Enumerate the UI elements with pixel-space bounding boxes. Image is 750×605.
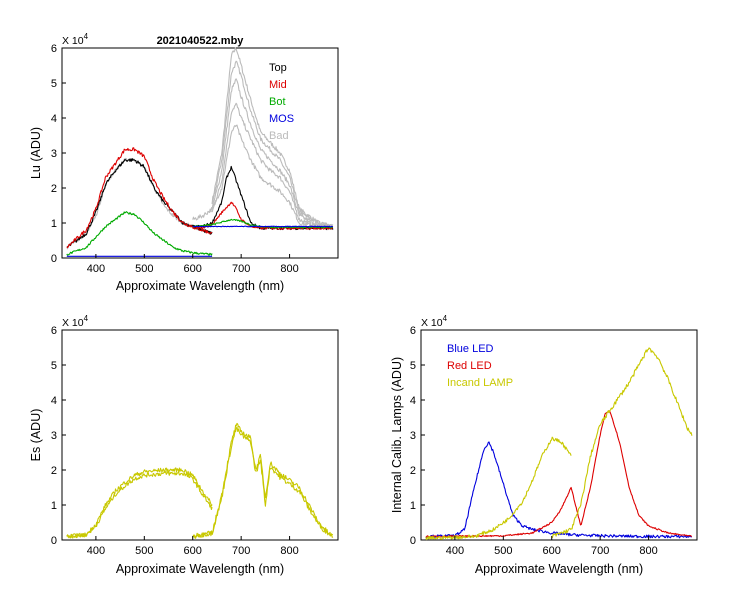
- series-line-bot: [66, 211, 213, 256]
- y-tick-label: 0: [51, 535, 57, 547]
- y-tick-label: 0: [410, 535, 416, 547]
- y-tick-label: 0: [51, 253, 57, 265]
- legend: Blue LED Red LED Incand LAMP: [447, 343, 513, 389]
- x-axis-label: Approximate Wavelength (nm): [475, 562, 643, 576]
- x-tick-label: 600: [184, 545, 202, 557]
- series-line-incand-lamp: [425, 436, 572, 541]
- y-multiplier-exponent: 4: [443, 314, 448, 323]
- series-group: [425, 347, 693, 541]
- x-axis-label: Approximate Wavelength (nm): [116, 279, 284, 293]
- x-tick-label: 600: [543, 545, 561, 557]
- chart-es: X 104 Approximate Wavelength (nm) Es (AD…: [29, 314, 339, 576]
- series-line-bad-1: [211, 47, 334, 228]
- x-tick-label: 800: [280, 545, 298, 557]
- y-tick-label: 5: [410, 360, 416, 372]
- y-tick-label: 3: [410, 430, 416, 442]
- series-line-mos-red-: [192, 225, 333, 228]
- legend-label-mid: Mid: [269, 79, 287, 91]
- legend-label-mos: MOS: [269, 113, 294, 125]
- legend-label-bad: Bad: [269, 130, 289, 142]
- y-tick-label: 4: [410, 395, 416, 407]
- legend-label-top: Top: [269, 62, 287, 74]
- series-line-es-b: [66, 467, 213, 539]
- series-line-es-d: [192, 426, 334, 539]
- plot-area: [61, 47, 339, 259]
- y-multiplier: X 104: [62, 32, 89, 47]
- y-tick-label: 5: [51, 78, 57, 90]
- y-multiplier-exponent: 4: [84, 32, 89, 41]
- y-multiplier-exponent: 4: [84, 314, 89, 323]
- x-tick-label: 400: [446, 545, 464, 557]
- legend: Top Mid Bot MOS Bad: [269, 62, 294, 142]
- series-line-bad-4: [211, 102, 334, 230]
- x-tick-label: 700: [232, 263, 250, 275]
- tick-group: 400 500 600 700 800 0 1 2 3 4 5 6: [51, 325, 299, 557]
- x-tick-label: 400: [87, 263, 105, 275]
- y-tick-label: 2: [51, 183, 57, 195]
- series-line-bad-5: [192, 124, 334, 231]
- y-tick-label: 6: [51, 325, 57, 337]
- tick-group: 400 500 600 700 800 0 1 2 3 4 5 6: [410, 325, 658, 557]
- y-tick-label: 4: [51, 113, 57, 125]
- series-line-mid-red-: [192, 201, 334, 230]
- y-axis-label: Lu (ADU): [29, 127, 43, 179]
- series-line-mid: [66, 147, 213, 249]
- x-tick-label: 500: [494, 545, 512, 557]
- y-tick-label: 5: [51, 360, 57, 372]
- series-line-incand-lamp-red-: [551, 347, 693, 538]
- x-tick-label: 700: [591, 545, 609, 557]
- y-tick-label: 4: [51, 395, 57, 407]
- y-tick-label: 2: [410, 465, 416, 477]
- x-tick-label: 400: [87, 545, 105, 557]
- y-tick-label: 3: [51, 430, 57, 442]
- legend-label-red-led: Red LED: [447, 360, 492, 372]
- series-line-bad-2: [211, 60, 334, 229]
- x-tick-label: 800: [280, 263, 298, 275]
- y-axis-label: Es (ADU): [29, 409, 43, 462]
- x-axis-label: Approximate Wavelength (nm): [116, 562, 284, 576]
- y-tick-label: 1: [410, 500, 416, 512]
- y-multiplier: X 104: [62, 314, 89, 329]
- y-multiplier: X 104: [421, 314, 448, 329]
- chart-lu: 2021040522.mby X 104 Approximate Wavelen…: [29, 32, 339, 293]
- y-tick-label: 1: [51, 218, 57, 230]
- x-tick-label: 800: [639, 545, 657, 557]
- y-tick-label: 6: [51, 43, 57, 55]
- y-tick-label: 3: [51, 148, 57, 160]
- series-line-top: [66, 158, 213, 248]
- series-line-blue-led: [425, 441, 692, 539]
- x-tick-label: 700: [232, 545, 250, 557]
- legend-label-bot: Bot: [269, 96, 286, 108]
- series-group: [66, 47, 334, 257]
- y-tick-label: 2: [51, 465, 57, 477]
- legend-label-incand-lamp: Incand LAMP: [447, 377, 513, 389]
- series-group: [66, 422, 334, 539]
- x-tick-label: 500: [135, 263, 153, 275]
- series-line-es-a: [66, 471, 213, 539]
- x-tick-label: 600: [184, 263, 202, 275]
- y-tick-label: 6: [410, 325, 416, 337]
- chart-calib-lamps: X 104 Approximate Wavelength (nm) Intern…: [390, 314, 698, 576]
- legend-label-blue-led: Blue LED: [447, 343, 494, 355]
- chart-title: 2021040522.mby: [157, 35, 245, 47]
- y-tick-label: 1: [51, 500, 57, 512]
- y-axis-label: Internal Calib. Lamps (ADU): [390, 357, 404, 513]
- x-tick-label: 500: [135, 545, 153, 557]
- tick-group: 400 500 600 700 800 0 1 2 3 4 5 6: [51, 43, 299, 275]
